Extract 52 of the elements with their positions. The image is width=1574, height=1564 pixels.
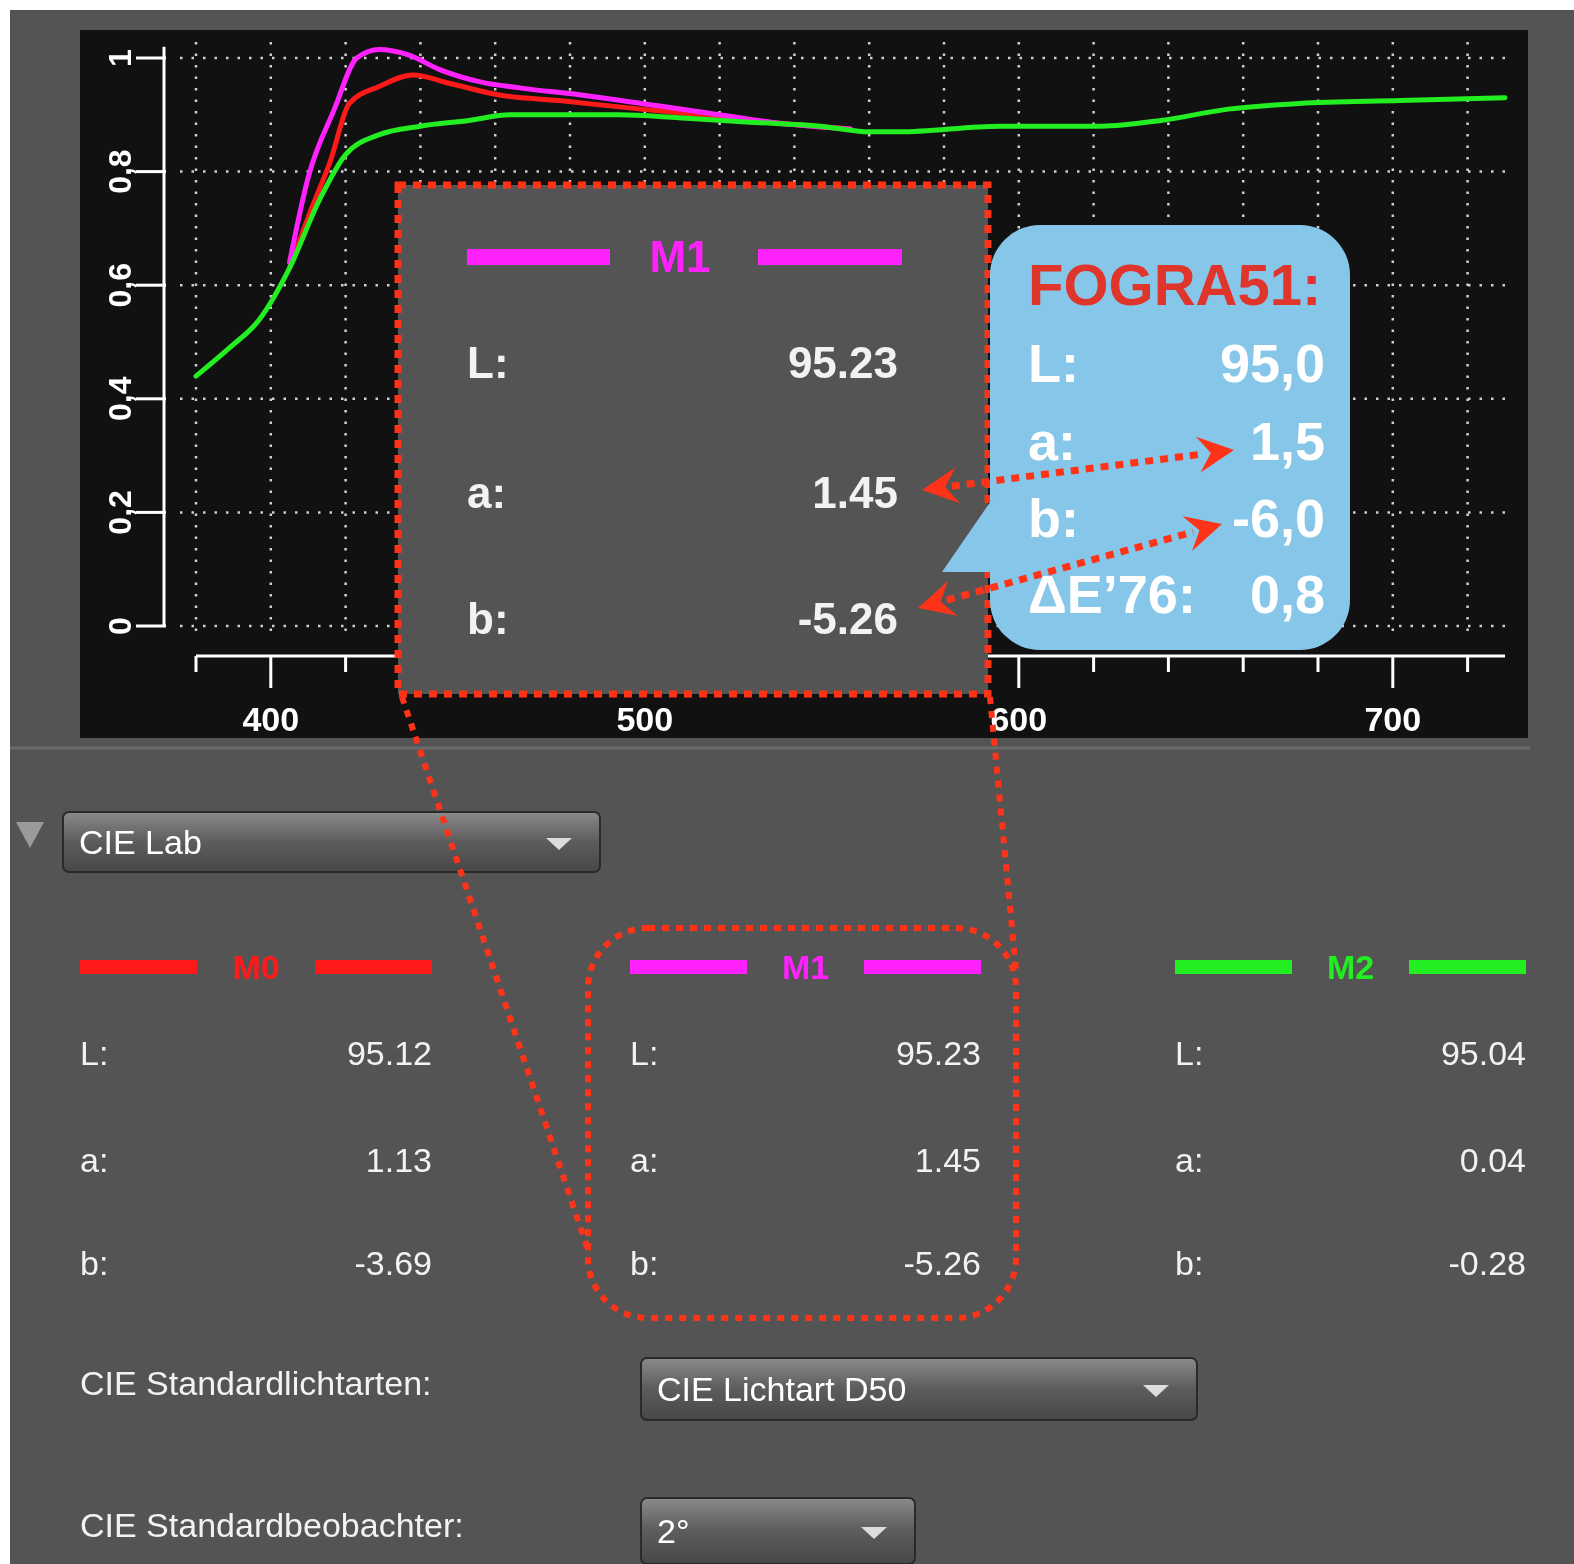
text: b: xyxy=(1175,1244,1204,1282)
text: 95.04 xyxy=(1440,1034,1526,1072)
y-tick-label: 1 xyxy=(102,49,138,67)
text: 1.13 xyxy=(365,1141,432,1179)
text: b: xyxy=(80,1244,109,1282)
x-tick-label: 400 xyxy=(242,700,300,738)
y-tick-label: 0,4 xyxy=(102,376,138,422)
text: b: xyxy=(630,1244,659,1282)
text: -3.69 xyxy=(354,1244,432,1282)
annotation: b: xyxy=(467,594,509,643)
text: M1 xyxy=(781,948,830,986)
annotation: 95,0 xyxy=(1219,333,1325,393)
annotation: 95.23 xyxy=(787,338,898,387)
x-tick-label: 500 xyxy=(616,700,674,738)
annotation: 1.45 xyxy=(812,468,898,517)
annotation: b: xyxy=(1028,488,1079,548)
text: 1.45 xyxy=(914,1141,981,1179)
text: -5.26 xyxy=(903,1244,981,1282)
text: L: xyxy=(1175,1034,1204,1072)
legend-label: M0 xyxy=(232,948,280,986)
annotation: L: xyxy=(467,338,509,387)
x-tick-label: 600 xyxy=(990,700,1048,738)
y-tick-label: 0 xyxy=(102,617,138,635)
text: -0.28 xyxy=(1448,1244,1526,1282)
annotation: -5.26 xyxy=(797,594,898,643)
text: L: xyxy=(80,1034,109,1072)
y-tick-label: 0,6 xyxy=(102,262,138,308)
annotation: 0,8 xyxy=(1249,564,1325,624)
annotation: a: xyxy=(467,468,507,517)
y-tick-label: 0,8 xyxy=(102,149,138,194)
text: 95.23 xyxy=(895,1034,981,1072)
text: CIE Standardbeobachter: xyxy=(80,1506,464,1544)
text: a: xyxy=(1175,1141,1204,1179)
dropdown-field: 2° xyxy=(640,1497,916,1564)
text: a: xyxy=(80,1141,109,1179)
text: 95.12 xyxy=(346,1034,432,1072)
text: 0.04 xyxy=(1459,1141,1526,1179)
y-tick-label: 0,2 xyxy=(102,490,138,535)
annotation: a: xyxy=(1028,411,1077,471)
text: CIE Standardlichtarten: xyxy=(80,1364,432,1402)
annotation: L: xyxy=(1028,333,1079,393)
annotation: 1,5 xyxy=(1249,411,1325,471)
dropdown-field: CIE Lichtart D50 xyxy=(640,1357,1198,1421)
text: a: xyxy=(630,1141,659,1179)
x-tick-label: 700 xyxy=(1364,700,1422,738)
text: L: xyxy=(630,1034,659,1072)
annotation: FOGRA51: xyxy=(1028,252,1322,317)
annotation: -6,0 xyxy=(1231,488,1325,548)
legend-label: M2 xyxy=(1326,948,1375,986)
annotation: ΔE’76: xyxy=(1028,564,1196,624)
legend-label: M1 xyxy=(649,232,711,281)
dropdown-field: CIE Lab xyxy=(62,811,601,873)
